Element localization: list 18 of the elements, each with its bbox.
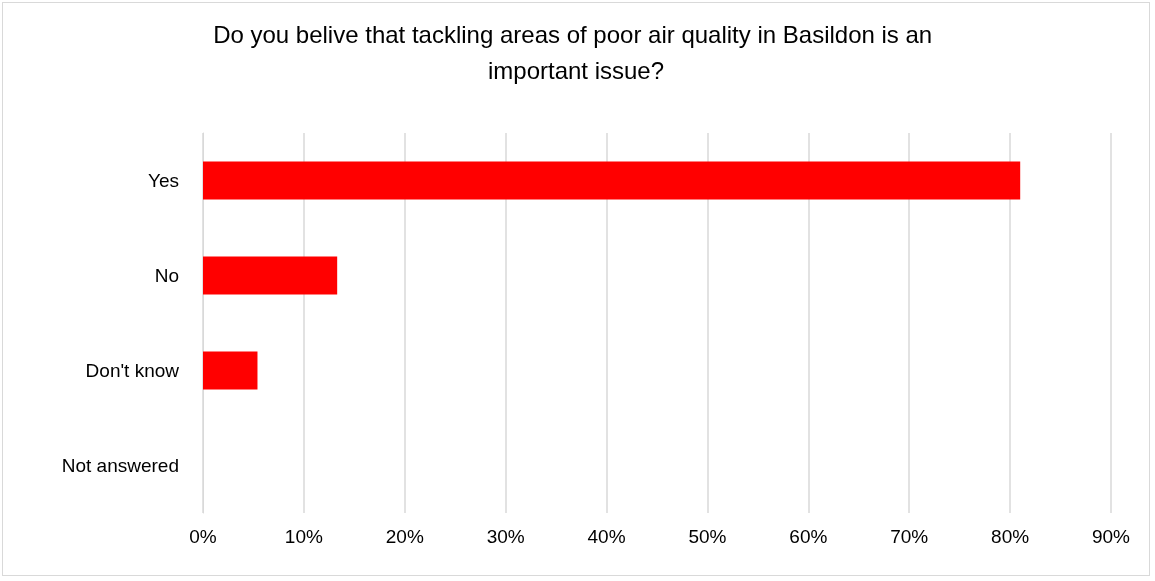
x-tick-label: 60% [789,526,828,547]
chart-title: Do you belive that tackling areas of poor air quality in Basildon is an important issue? [213,20,939,84]
y-tick-label: Don't know [85,360,180,381]
x-tick-label: 20% [385,526,424,547]
x-tick-label: 80% [991,526,1030,547]
x-tick-label: 40% [587,526,626,547]
x-tick-label: 70% [890,526,929,547]
bar [203,256,338,295]
y-tick-label: Yes [148,170,179,191]
bar [203,161,1021,200]
x-tick-label: 50% [688,526,727,547]
y-tick-label: Not answered [61,455,179,476]
bar [203,351,258,390]
x-tick-label: 0% [189,526,217,547]
x-tick-label: 90% [1091,526,1131,547]
y-tick-label: No [154,265,179,286]
x-tick-label: 30% [486,526,525,547]
x-tick-label: 10% [284,526,324,547]
